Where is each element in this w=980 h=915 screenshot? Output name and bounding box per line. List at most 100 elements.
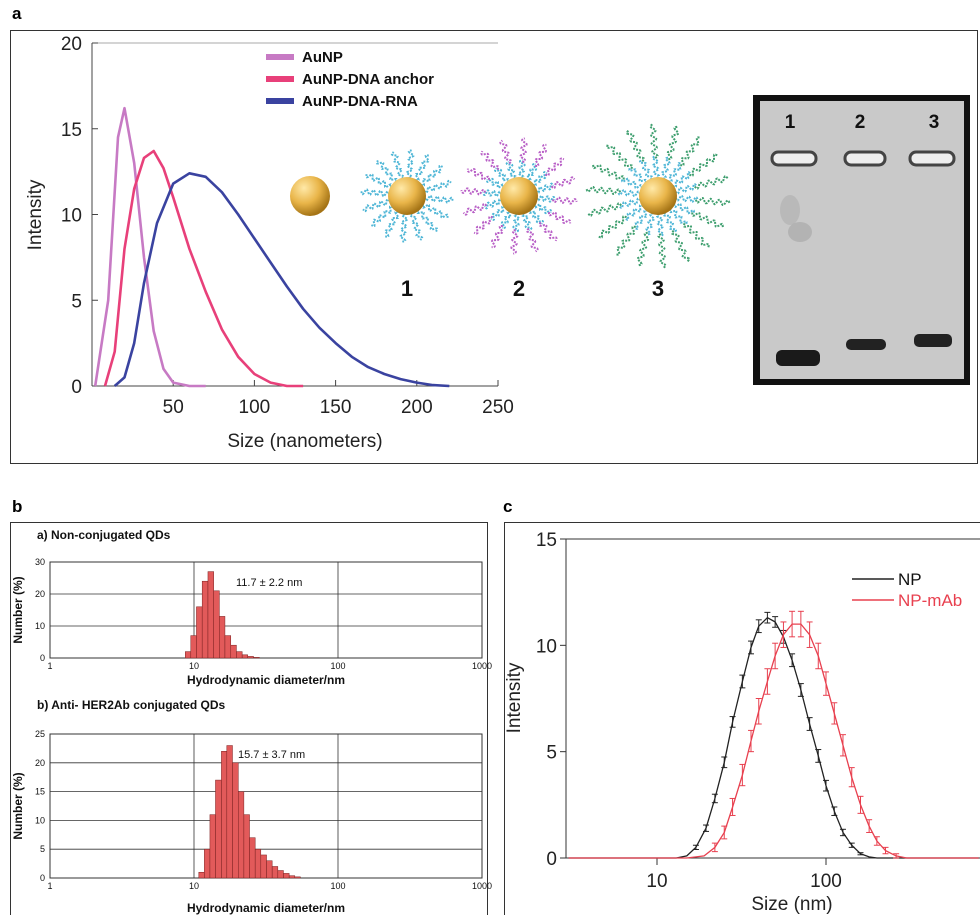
- np3-strand: [606, 144, 634, 170]
- np3-strand: [656, 213, 665, 237]
- chart-a-ytick-label: 15: [61, 120, 82, 141]
- gel-band-1: [776, 350, 820, 366]
- np3-strand: [660, 156, 671, 180]
- np2-strand: [505, 160, 517, 180]
- np2-strand: [533, 203, 552, 215]
- chart-a-ytick-label: 20: [61, 34, 82, 55]
- chart-c-series-line-0: [568, 616, 979, 859]
- chart-a-series-line-0: [93, 106, 206, 388]
- hist-xtick-label: 100: [330, 881, 345, 891]
- chart-c-ytick-label: 15: [536, 530, 557, 551]
- hist-bar: [253, 657, 260, 659]
- np3-strand: [592, 164, 625, 181]
- chart-c-ytick-label: 5: [546, 743, 557, 764]
- hist-bar: [271, 866, 279, 879]
- hist-xtick-label: 10: [189, 661, 199, 671]
- panel-label-b: b: [12, 497, 23, 516]
- np3-strand: [634, 209, 648, 230]
- np3-strand: [618, 197, 642, 209]
- chart-c-legend-label-1: NP-mAb: [898, 591, 962, 610]
- chart-a-ylabel: Intensity: [25, 179, 46, 250]
- hist-bar: [196, 606, 203, 659]
- gel-well-1: [770, 150, 818, 167]
- chart-b-bottom-ylabel: Number (%): [11, 772, 25, 839]
- np3-strand: [587, 202, 622, 217]
- hist-bar: [238, 791, 245, 879]
- np2-strand: [483, 198, 503, 210]
- hist-ytick-label: 10: [35, 621, 45, 631]
- np3-strand: [645, 212, 656, 236]
- np1-strand: [416, 209, 439, 233]
- np3-strand: [651, 155, 660, 179]
- np1-strand: [421, 203, 449, 219]
- hist-xtick-label: 1000: [472, 881, 492, 891]
- gel-lane-label-3: 3: [929, 112, 940, 133]
- np2-strand: [521, 212, 533, 232]
- hist-ytick-label: 0: [40, 873, 45, 883]
- hist-bar: [198, 871, 205, 879]
- hist-xtick-label: 1000: [472, 661, 492, 671]
- chart-a-xtick-label: 50: [163, 397, 184, 418]
- np2-strand: [526, 163, 538, 182]
- np1-strand: [370, 205, 394, 228]
- nanoparticle-illustrations: 1 2 3: [290, 123, 731, 301]
- np2-strand: [486, 177, 505, 189]
- hist-bar: [283, 873, 290, 879]
- chart-a-legend-label-0: AuNP: [302, 49, 343, 66]
- np2-strand: [519, 137, 528, 164]
- chart-a-series-line-1: [103, 149, 304, 388]
- chart-c-xlabel: Size (nm): [751, 894, 832, 915]
- chart-c-xtick-label: 10: [646, 871, 667, 892]
- np3-strand: [615, 225, 636, 256]
- np3-strand: [694, 197, 731, 206]
- aunp-extended-icon: [585, 123, 731, 269]
- hist-bar: [249, 837, 256, 879]
- np2-strand: [532, 170, 548, 187]
- gel-band-3: [914, 334, 952, 347]
- np3-strand: [668, 162, 682, 183]
- chart-a-series-line-2: [113, 172, 450, 388]
- np1-strand: [399, 212, 409, 243]
- aunp-dna-anchor-icon: [360, 149, 454, 243]
- chart-a-xtick-label: 150: [320, 397, 352, 418]
- np3-strand: [649, 123, 659, 159]
- np1-strand: [390, 151, 405, 180]
- chart-a-ytick-label: 0: [71, 377, 82, 398]
- chart-b-top-title: a) Non-conjugated QDs: [37, 528, 171, 542]
- chart-a-xtick-label: 100: [239, 397, 271, 418]
- aunp-dna-rna-icon: [460, 137, 578, 255]
- np3-strand: [598, 215, 628, 239]
- np2-strand: [534, 143, 547, 167]
- np1-strand: [405, 149, 415, 180]
- np3-strand: [626, 129, 645, 162]
- np3-strand: [668, 208, 688, 225]
- np3-strand: [691, 211, 724, 228]
- hist-ytick-label: 15: [35, 787, 45, 797]
- chart-c-xtick-label: 100: [810, 871, 842, 892]
- np3-strand: [688, 153, 718, 177]
- hist-bar: [277, 870, 284, 879]
- np3-strand: [680, 136, 701, 167]
- hist-bar: [224, 635, 232, 659]
- chart-b-top-ylabel: Number (%): [11, 576, 25, 643]
- np2-strand: [499, 139, 513, 165]
- np1-strand: [423, 194, 454, 204]
- chart-a-legend-label-1: AuNP-DNA anchor: [302, 71, 434, 88]
- np1-strand: [384, 210, 400, 238]
- bare-aunp-icon: [290, 176, 330, 216]
- inset-label-3: 3: [652, 276, 664, 301]
- gel-image: 1 2 3: [753, 95, 970, 385]
- np1-core: [388, 177, 426, 215]
- hist-ytick-label: 30: [35, 557, 45, 567]
- panel-c-frame: [504, 522, 980, 915]
- np2-strand: [490, 205, 506, 222]
- np2-strand: [493, 167, 510, 183]
- np1-strand: [365, 173, 393, 189]
- np1-strand: [423, 179, 452, 194]
- np2-strand: [491, 225, 504, 249]
- chart-a-ytick-label: 5: [71, 291, 82, 312]
- np2-strand: [460, 187, 487, 196]
- np3-strand: [694, 175, 729, 190]
- chart-a-legend: AuNP AuNP-DNA anchor AuNP-DNA-RNA: [266, 49, 434, 110]
